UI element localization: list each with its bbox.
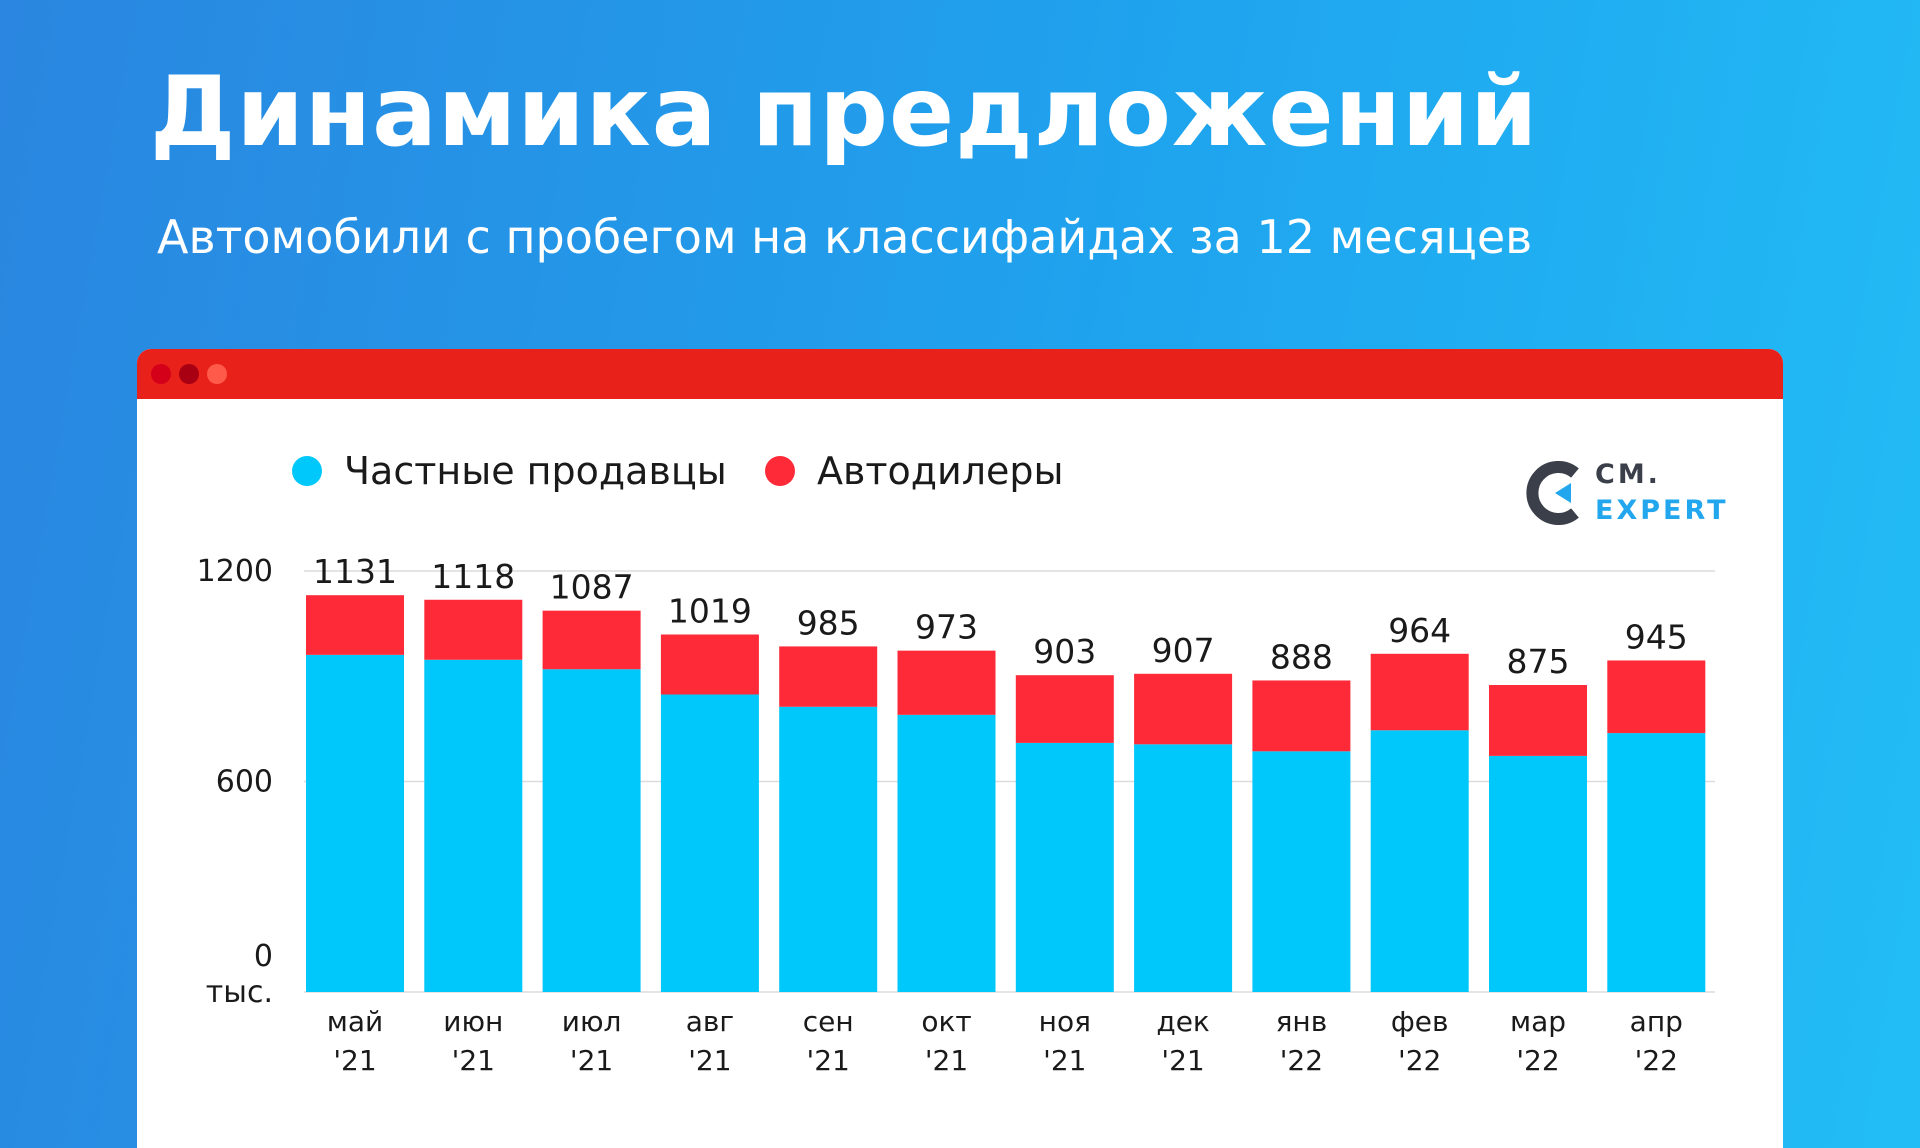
bar-segment-private xyxy=(1015,742,1114,992)
bar-segment-private xyxy=(1252,751,1351,992)
x-tick-label-year: '22 xyxy=(1516,1044,1559,1077)
bar-segment-dealers xyxy=(660,634,759,695)
window-maximize-dot-icon[interactable] xyxy=(207,364,227,384)
bar-total-label: 903 xyxy=(1033,632,1096,671)
x-tick-label-month: фев xyxy=(1391,1005,1449,1038)
x-tick-label-month: окт xyxy=(921,1005,971,1038)
y-tick-label: 0 xyxy=(254,939,273,974)
window-minimize-dot-icon[interactable] xyxy=(179,364,199,384)
stacked-bar-chart: 0 600 1200 тыс. 1131 май '21 1118 июн '21 1087 июл '… xyxy=(197,552,1715,1077)
x-tick-label-month: дек xyxy=(1156,1005,1210,1038)
x-tick-label-year: '22 xyxy=(1635,1044,1678,1077)
bar-total-label: 1019 xyxy=(668,592,752,631)
bar-segment-private xyxy=(897,714,996,992)
bar-segment-dealers xyxy=(1015,675,1114,743)
page-subtitle: Автомобили с пробегом на классифайдах за… xyxy=(157,210,1533,264)
bar-segment-dealers xyxy=(1607,660,1706,734)
bar-segment-private xyxy=(1370,730,1469,992)
bar-segment-dealers xyxy=(424,599,523,660)
bar-total-label: 945 xyxy=(1625,617,1688,656)
x-tick-label-month: сен xyxy=(803,1005,854,1038)
bar-segment-dealers xyxy=(306,595,404,655)
bar-segment-dealers xyxy=(1370,653,1469,731)
x-tick-label-year: '21 xyxy=(333,1044,376,1077)
bar-total-label: 1118 xyxy=(431,557,515,596)
cm-expert-logo-icon xyxy=(1526,461,1579,525)
bar-total-label: 907 xyxy=(1152,631,1215,670)
bar-total-label: 1087 xyxy=(550,568,634,607)
bar-segment-private xyxy=(306,654,404,992)
x-tick-label-month: июн xyxy=(443,1005,503,1038)
legend-label-private: Частные продавцы xyxy=(344,449,727,493)
bar-total-label: 1131 xyxy=(313,552,397,591)
bar-segment-private xyxy=(660,694,759,992)
x-tick-label-month: авг xyxy=(686,1005,734,1038)
window-close-dot-icon[interactable] xyxy=(151,364,171,384)
logo-text-line2: EXPERT xyxy=(1595,495,1729,526)
cm-expert-logo: СМ. EXPERT xyxy=(1525,457,1726,537)
legend-label-dealers: Автодилеры xyxy=(817,449,1064,493)
bar-segment-private xyxy=(1489,755,1587,992)
bar-segment-dealers xyxy=(542,610,641,670)
bar-segment-private xyxy=(779,706,878,992)
window-titlebar xyxy=(137,349,1783,399)
legend-item-dealers: Автодилеры xyxy=(765,449,1064,493)
bar-segment-private xyxy=(424,659,523,992)
bar-segment-private xyxy=(1607,733,1706,992)
bar-segment-private xyxy=(542,669,641,992)
bar-total-label: 964 xyxy=(1388,611,1451,650)
page-title: Динамика предложений xyxy=(150,56,1539,168)
x-tick-label-year: '21 xyxy=(1043,1044,1086,1077)
x-tick-label-month: июл xyxy=(562,1005,622,1038)
x-tick-label-month: ноя xyxy=(1039,1005,1091,1038)
bar-total-label: 875 xyxy=(1507,642,1570,681)
x-tick-label-month: апр xyxy=(1630,1005,1683,1038)
bar-total-label: 888 xyxy=(1270,637,1333,676)
bar-segment-private xyxy=(1134,744,1233,992)
bar-segment-dealers xyxy=(1252,680,1351,752)
bar-segment-dealers xyxy=(897,650,996,715)
x-tick-label-year: '21 xyxy=(570,1044,613,1077)
bar-segment-dealers xyxy=(1134,673,1233,745)
x-tick-label-year: '21 xyxy=(925,1044,968,1077)
x-tick-label-year: '21 xyxy=(452,1044,495,1077)
legend-swatch-private xyxy=(292,456,322,486)
bar-segment-dealers xyxy=(1489,685,1587,756)
x-tick-label-month: мар xyxy=(1510,1005,1566,1038)
x-tick-label-year: '21 xyxy=(688,1044,731,1077)
y-unit-label: тыс. xyxy=(206,975,273,1010)
legend-swatch-dealers xyxy=(765,456,795,486)
logo-text-line1: СМ. xyxy=(1595,459,1661,490)
x-tick-label-year: '22 xyxy=(1398,1044,1441,1077)
x-tick-label-month: май xyxy=(327,1005,383,1038)
x-tick-label-month: янв xyxy=(1276,1005,1328,1038)
x-tick-label-year: '21 xyxy=(1161,1044,1204,1077)
y-tick-label: 600 xyxy=(216,765,273,800)
bar-segment-dealers xyxy=(779,646,878,707)
chart-window: Частные продавцы Автодилеры СМ. EXPERT 0… xyxy=(137,349,1783,1148)
x-tick-label-year: '21 xyxy=(807,1044,850,1077)
legend-item-private: Частные продавцы xyxy=(292,449,727,493)
y-tick-label: 1200 xyxy=(197,554,273,589)
x-tick-label-year: '22 xyxy=(1280,1044,1323,1077)
bar-total-label: 985 xyxy=(797,603,860,642)
bar-total-label: 973 xyxy=(915,608,978,647)
